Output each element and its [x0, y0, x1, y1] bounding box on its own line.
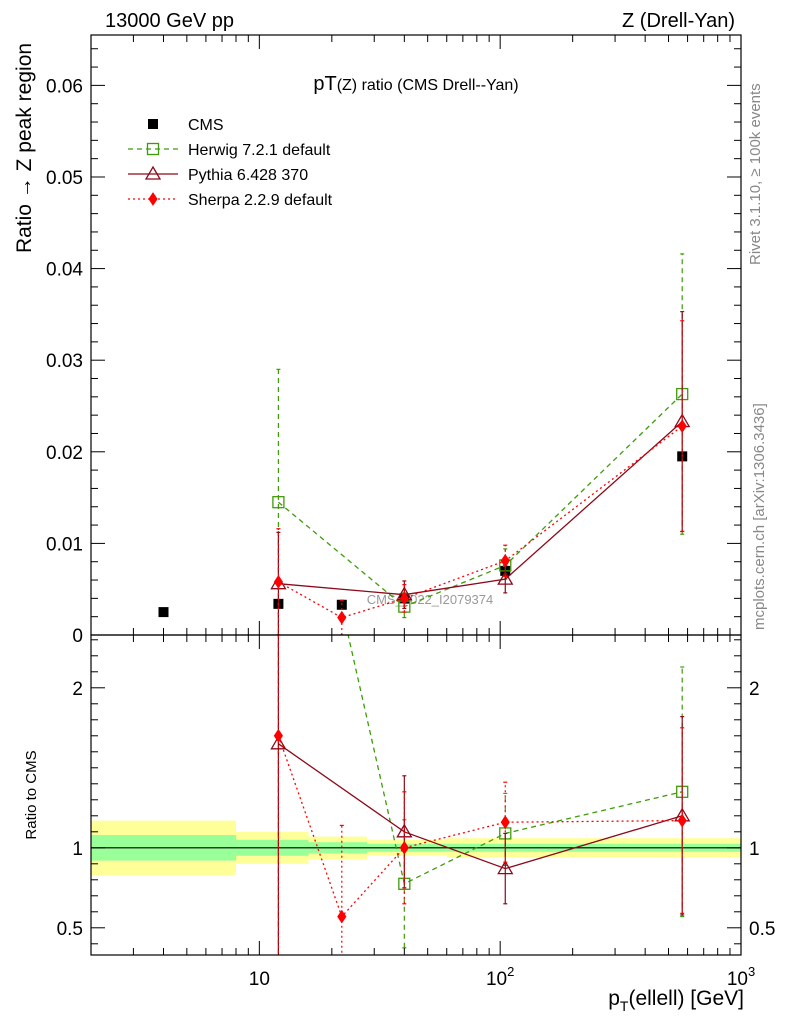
- main-pythia-line: [278, 421, 683, 596]
- x-tick-label-base: 10: [727, 969, 748, 990]
- ratio-uncertainty-bands: [91, 820, 741, 875]
- main-sherpa-point: [337, 610, 347, 625]
- main-pythia-point: [497, 570, 514, 585]
- ratio-frame: [90, 634, 742, 956]
- main-sherpa-point: [399, 591, 409, 606]
- ratio-y-tick-label: 1: [72, 839, 83, 860]
- ratio-sherpa-point: [677, 813, 687, 828]
- ratio-herwig-line: [347, 635, 683, 885]
- ratio-y-tick-label-right: 0.5: [749, 919, 775, 940]
- ratio-pythia-line: [278, 743, 683, 870]
- ratio-y-tick-label-right: 1: [749, 839, 760, 860]
- main-data-point: [158, 607, 169, 618]
- legend-sherpa-label: Sherpa 2.2.9 default: [188, 192, 333, 209]
- mcplots-info: mcplots.cern.ch [arXiv:1306.3436]: [751, 403, 768, 630]
- main-ylabel: Ratio → Z peak region: [13, 43, 36, 253]
- main-herwig-line: [277, 393, 683, 608]
- x-tick-label-base: 10: [249, 969, 270, 990]
- main-y-tick-label: 0.04: [46, 260, 83, 281]
- main-herwig-point: [272, 496, 285, 509]
- legend-sherpa-marker: [148, 192, 158, 206]
- x-axis-label: pT(ellell) [GeV]: [608, 987, 744, 1014]
- ratio-series-layer: [270, 321, 691, 955]
- header-left: 13000 GeV pp: [105, 10, 234, 32]
- ratio-y-tick-label-right: 2: [749, 679, 760, 700]
- x-tick-label-exponent: 2: [507, 964, 514, 979]
- analysis-watermark: CMS_2022_I2079374: [367, 592, 494, 607]
- ratio-sherpa-point: [337, 909, 347, 924]
- x-tick-label: 102: [486, 964, 514, 990]
- x-axis-label-sub: T: [620, 998, 629, 1014]
- main-y-tick-label: 0.02: [46, 443, 83, 464]
- legend-data-label: CMS: [188, 117, 224, 134]
- ratio-sherpa-line: [277, 735, 683, 918]
- x-tick-label: 10: [249, 969, 270, 990]
- main-y-tick-label: 0.03: [46, 351, 83, 372]
- main-sherpa-point: [273, 574, 284, 589]
- legend-pythia-label: Pythia 6.428 370: [188, 167, 308, 184]
- ratio-sherpa-point: [500, 815, 510, 830]
- main-sherpa-point: [500, 553, 510, 568]
- chart-title: pT(Z) ratio (CMS Drell--Yan): [313, 73, 518, 95]
- ratio-sherpa-point: [273, 728, 284, 743]
- x-axis-label-rest: (ellell) [GeV]: [628, 987, 744, 1010]
- legend-herwig-marker: [146, 142, 160, 156]
- ratio-sherpa-point: [399, 840, 409, 855]
- x-tick-label-base: 10: [486, 969, 507, 990]
- ratio-herwig-point: [273, 321, 284, 332]
- axes-ticks: 00.010.020.030.040.050.060.5 0.51 12 210 102…: [46, 35, 775, 990]
- main-series-layer: [158, 253, 691, 635]
- main-y-tick-label: 0: [72, 626, 83, 647]
- legend-herwig-label: Herwig 7.2.1 default: [188, 142, 331, 159]
- rivet-info: Rivet 3.1.10, ≥ 100k events: [747, 83, 764, 265]
- main-y-tick-label: 0.05: [46, 168, 83, 189]
- main-y-tick-label: 0.06: [46, 76, 83, 97]
- legend-pythia-marker: [144, 165, 162, 180]
- main-sherpa-point: [677, 419, 687, 434]
- x-axis-label-main: p: [608, 987, 620, 1010]
- legend-data-marker: [148, 119, 158, 129]
- ratio-y-tick-label: 2: [72, 679, 83, 700]
- main-sherpa-line: [278, 425, 683, 619]
- chart-title-main: pT: [313, 73, 336, 95]
- main-y-tick-label: 0.01: [46, 534, 83, 555]
- header-right: Z (Drell-Yan): [622, 10, 735, 32]
- chart-title-rest: (Z) ratio (CMS Drell--Yan): [337, 77, 519, 94]
- ratio-pythia-point: [497, 860, 514, 875]
- x-tick-label-exponent: 3: [748, 964, 755, 979]
- x-tick-label: 103: [727, 964, 755, 990]
- ratio-ylabel: Ratio to CMS: [23, 750, 40, 839]
- ratio-pythia-point: [270, 735, 287, 750]
- ratio-y-tick-label: 0.5: [57, 919, 83, 940]
- legend: CMS Herwig 7.2.1 default Pythia 6.428 370 S…: [128, 117, 333, 209]
